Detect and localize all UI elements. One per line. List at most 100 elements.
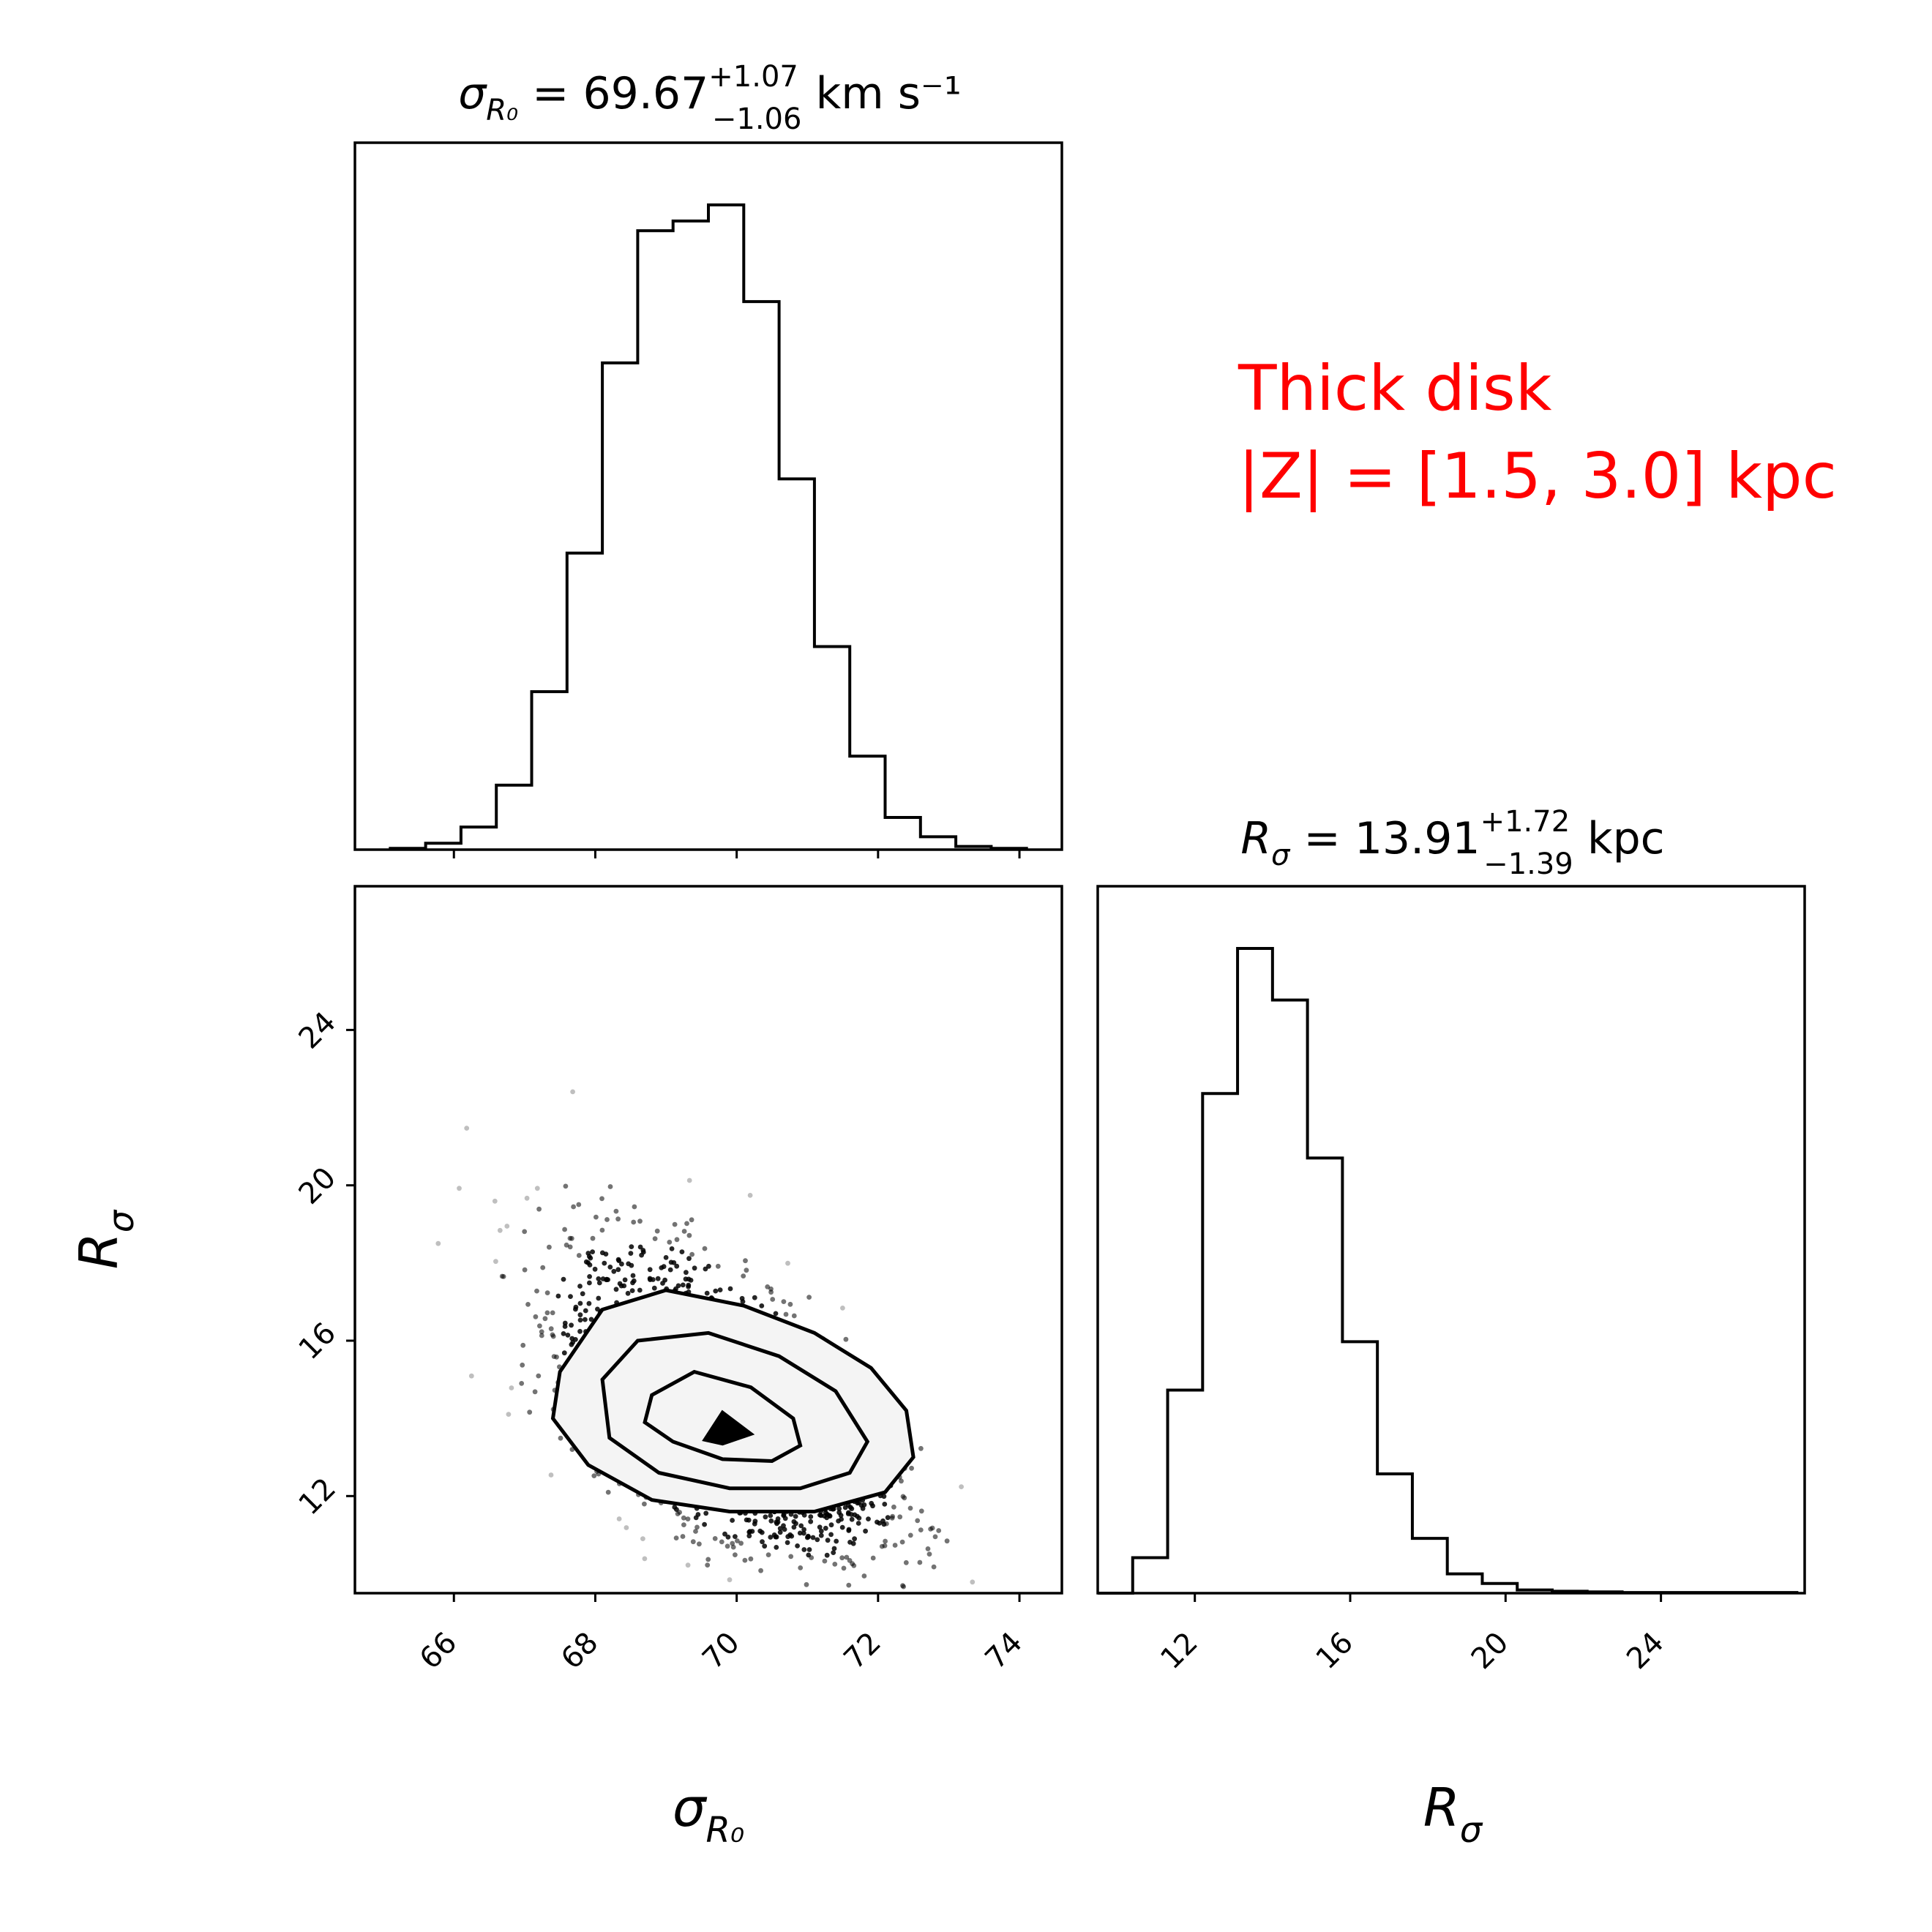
scatter-point [550, 1332, 555, 1338]
scatter-point [583, 1317, 588, 1322]
scatter-point [870, 1503, 875, 1509]
scatter-point [693, 1529, 698, 1534]
scatter-point [774, 1519, 779, 1525]
scatter-point [805, 1533, 811, 1539]
scatter-point [934, 1622, 939, 1628]
scatter-point [639, 1252, 644, 1258]
scatter-point [464, 1126, 470, 1131]
scatter-point [818, 1513, 824, 1519]
scatter-point [735, 1538, 740, 1543]
sigma-histogram-plot [389, 203, 1028, 850]
scatter-point [733, 1534, 738, 1540]
scatter-point [725, 1534, 731, 1540]
scatter-point [788, 1554, 794, 1560]
scatter-point [637, 1244, 643, 1250]
scatter-point [705, 1557, 711, 1562]
scatter-point [899, 1539, 905, 1545]
scatter-point [752, 1519, 758, 1524]
scatter-point [763, 1514, 768, 1520]
scatter-point [889, 1516, 895, 1521]
scatter-point [743, 1258, 748, 1264]
scatter-point [520, 1362, 525, 1368]
scatter-point [832, 1562, 838, 1567]
scatter-point [684, 1221, 689, 1227]
scatter-point [681, 1522, 686, 1528]
scatter-point [605, 1277, 610, 1282]
scatter-point [883, 1538, 888, 1544]
scatter-point [722, 1531, 727, 1537]
scatter-point [770, 1297, 776, 1302]
scatter-point [891, 1623, 896, 1628]
scatter-point [717, 1287, 723, 1292]
scatter-point [777, 1530, 783, 1535]
scatter-point [818, 1532, 824, 1538]
y-tick-label: 16 [293, 1317, 343, 1367]
scatter-point [901, 1584, 906, 1590]
scatter-point [668, 1259, 674, 1265]
x-tick-label: 16 [1310, 1626, 1360, 1677]
scatter-point [569, 1322, 574, 1328]
rsigma-histogram-title: Rσ = 13.91+1.72 −1.39 kpc [1240, 805, 1664, 881]
scatter-point [534, 1288, 539, 1294]
scatter-point [822, 1558, 828, 1564]
scatter-point [651, 1285, 657, 1291]
scatter-point [561, 1350, 567, 1356]
panel-sigma-histogram: σR₀ = 69.67+1.07 −1.06 km s⁻¹ [353, 60, 1063, 858]
x-tick-label: 74 [979, 1626, 1030, 1677]
scatter-point [540, 1265, 546, 1270]
scatter-point [690, 1539, 696, 1545]
scatter-point [504, 1224, 510, 1229]
scatter-point [596, 1295, 602, 1301]
scatter-point [590, 1249, 595, 1254]
scatter-x-ticks: 66 68 70 72 74 [413, 1593, 1029, 1676]
scatter-point [564, 1242, 569, 1248]
scatter-point [783, 1311, 789, 1317]
scatter-point [548, 1472, 554, 1478]
scatter-point [588, 1317, 594, 1322]
scatter-point [672, 1221, 678, 1227]
scatter-point [576, 1253, 582, 1258]
scatter-point [870, 1555, 876, 1561]
scatter-point [903, 1560, 909, 1565]
scatter-point [655, 1276, 661, 1281]
scatter-point [840, 1306, 845, 1311]
scatter-point [647, 1267, 653, 1273]
scatter-point [591, 1473, 597, 1478]
scatter-point [534, 1186, 540, 1191]
scatter-point [828, 1522, 834, 1528]
scatter-point [622, 1277, 628, 1283]
scatter-point [675, 1283, 681, 1289]
scatter-point [686, 1284, 691, 1289]
scatter-point [600, 1276, 606, 1281]
scatter-point [782, 1527, 787, 1532]
scatter-point [686, 1256, 692, 1262]
scatter-point [499, 1273, 505, 1279]
scatter-point [817, 1524, 823, 1530]
scatter-point [762, 1543, 768, 1549]
scatter-point [918, 1527, 924, 1533]
scatter-point [533, 1314, 539, 1319]
scatter-point [715, 1263, 721, 1269]
scatter-point [793, 1521, 798, 1527]
scatter-point [618, 1283, 624, 1289]
scatter-point [536, 1206, 542, 1212]
scatter-point [596, 1280, 602, 1286]
scatter-point [855, 1521, 861, 1526]
scatter-point [738, 1540, 744, 1546]
scatter-point [801, 1527, 806, 1532]
scatter-point [492, 1198, 498, 1204]
scatter-point [798, 1565, 804, 1570]
scatter-point [765, 1552, 771, 1558]
x-tick-label: 66 [413, 1626, 464, 1677]
scatter-point [630, 1273, 636, 1278]
scatter-point [536, 1373, 542, 1379]
scatter-point [884, 1521, 889, 1527]
scatter-point [815, 1537, 820, 1543]
scatter-point [570, 1089, 575, 1095]
scatter-point [847, 1558, 853, 1563]
scatter-point [596, 1276, 602, 1281]
scatter-point [793, 1513, 798, 1519]
scatter-point [704, 1290, 710, 1296]
scatter-point [544, 1310, 550, 1316]
scatter-point [702, 1521, 707, 1527]
